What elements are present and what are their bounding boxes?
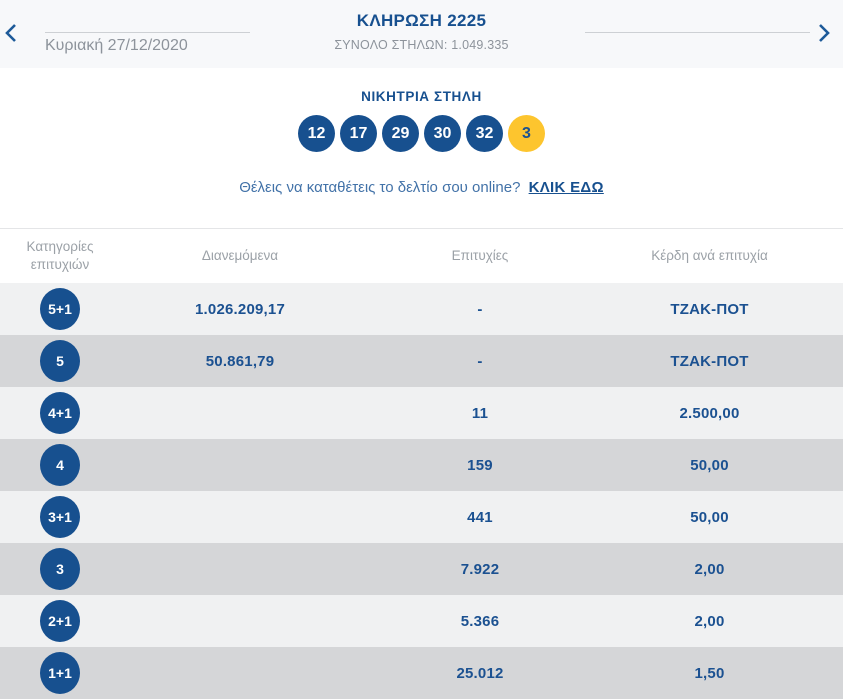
draw-date: Κυριακή 27/12/2020 xyxy=(45,37,188,54)
category-badge: 2+1 xyxy=(40,600,80,642)
table-row: 1+1 25.012 1,50 xyxy=(0,647,843,699)
winners-cell: 11 xyxy=(471,404,489,422)
category-cell: 4+1 xyxy=(0,387,120,439)
header-divider-right xyxy=(585,32,810,33)
prev-draw-button[interactable] xyxy=(4,22,26,44)
winning-numbers-section: ΝΙΚΗΤΡΙΑ ΣΤΗΛΗ 12 17 29 30 32 3 Θέλεις ν… xyxy=(0,68,843,228)
winners-cell: - xyxy=(477,300,483,318)
winners-cell: 25.012 xyxy=(456,664,504,682)
total-columns-label: ΣΥΝΟΛΟ ΣΤΗΛΩΝ: 1.049.335 xyxy=(334,38,509,52)
number-ball: 30 xyxy=(424,115,461,152)
category-cell: 2+1 xyxy=(0,595,120,647)
distributed-cell: 50.861,79 xyxy=(205,352,275,370)
draw-title: ΚΛΗΡΩΣΗ 2225 xyxy=(356,11,487,30)
distributed-cell xyxy=(120,595,360,647)
chevron-right-icon xyxy=(817,23,839,43)
distributed-cell xyxy=(120,647,360,699)
category-cell: 5+1 xyxy=(0,283,120,335)
prize-cell: 2,00 xyxy=(694,560,725,578)
distributed-cell xyxy=(120,439,360,491)
winners-cell: - xyxy=(477,352,483,370)
draw-header: Κυριακή 27/12/2020 ΚΛΗΡΩΣΗ 2225 ΣΥΝΟΛΟ Σ… xyxy=(0,0,843,68)
category-badge: 3 xyxy=(40,548,80,590)
distributed-cell xyxy=(120,491,360,543)
prize-cell: ΤΖΑΚ-ΠΟΤ xyxy=(670,300,749,318)
table-row: 2+1 5.366 2,00 xyxy=(0,595,843,647)
category-cell: 3+1 xyxy=(0,491,120,543)
prize-cell: 2,00 xyxy=(694,612,725,630)
prize-cell: ΤΖΑΚ-ΠΟΤ xyxy=(670,352,749,370)
number-ball: 17 xyxy=(340,115,377,152)
column-header-winners: Επιτυχίες xyxy=(451,247,509,263)
category-badge: 5 xyxy=(40,340,80,382)
table-row: 4+1 11 2.500,00 xyxy=(0,387,843,439)
table-row: 3 7.922 2,00 xyxy=(0,543,843,595)
category-badge: 3+1 xyxy=(40,496,80,538)
category-badge: 4 xyxy=(40,444,80,486)
cta-click-here-link[interactable]: ΚΛΙΚ ΕΔΩ xyxy=(528,179,604,196)
next-draw-button[interactable] xyxy=(817,22,839,44)
category-badge: 5+1 xyxy=(40,288,80,330)
category-cell: 3 xyxy=(0,543,120,595)
category-badge: 4+1 xyxy=(40,392,80,434)
table-row: 5+1 1.026.209,17 - ΤΖΑΚ-ΠΟΤ xyxy=(0,283,843,335)
chevron-left-icon xyxy=(4,23,26,43)
category-badge: 1+1 xyxy=(40,652,80,694)
results-table-header: Κατηγορίες επιτυχιών Διανεμόμενα Επιτυχί… xyxy=(0,229,843,283)
prize-cell: 50,00 xyxy=(690,456,729,474)
prize-cell: 50,00 xyxy=(690,508,729,526)
number-ball: 29 xyxy=(382,115,419,152)
column-header-distributed: Διανεμόμενα xyxy=(201,247,279,263)
winning-numbers: 12 17 29 30 32 3 xyxy=(0,115,843,152)
online-cta: Θέλεις να καταθέτεις το δελτίο σου onlin… xyxy=(0,179,843,196)
column-header-categories: Κατηγορίες επιτυχιών xyxy=(26,238,94,272)
cta-question: Θέλεις να καταθέτεις το δελτίο σου onlin… xyxy=(239,179,521,196)
header-divider-left xyxy=(45,32,250,33)
prize-cell: 2.500,00 xyxy=(679,404,740,422)
category-cell: 4 xyxy=(0,439,120,491)
winning-column-title: ΝΙΚΗΤΡΙΑ ΣΤΗΛΗ xyxy=(361,89,482,104)
column-header-prize-per-win: Κέρδη ανά επιτυχία xyxy=(651,247,768,263)
results-table: Κατηγορίες επιτυχιών Διανεμόμενα Επιτυχί… xyxy=(0,228,843,699)
winners-cell: 5.366 xyxy=(460,612,500,630)
table-row: 5 50.861,79 - ΤΖΑΚ-ΠΟΤ xyxy=(0,335,843,387)
number-ball: 12 xyxy=(298,115,335,152)
joker-ball: 3 xyxy=(508,115,545,152)
draw-title-block: ΚΛΗΡΩΣΗ 2225 ΣΥΝΟΛΟ ΣΤΗΛΩΝ: 1.049.335 xyxy=(0,11,843,52)
winners-cell: 7.922 xyxy=(460,560,500,578)
distributed-cell xyxy=(120,387,360,439)
category-cell: 5 xyxy=(0,335,120,387)
table-row: 4 159 50,00 xyxy=(0,439,843,491)
results-table-body: 5+1 1.026.209,17 - ΤΖΑΚ-ΠΟΤ 5 50.861,79 … xyxy=(0,283,843,699)
table-row: 3+1 441 50,00 xyxy=(0,491,843,543)
prize-cell: 1,50 xyxy=(694,664,725,682)
distributed-cell: 1.026.209,17 xyxy=(195,300,285,318)
winners-cell: 441 xyxy=(467,508,493,526)
winners-cell: 159 xyxy=(467,456,493,474)
number-ball: 32 xyxy=(466,115,503,152)
distributed-cell xyxy=(120,543,360,595)
category-cell: 1+1 xyxy=(0,647,120,699)
